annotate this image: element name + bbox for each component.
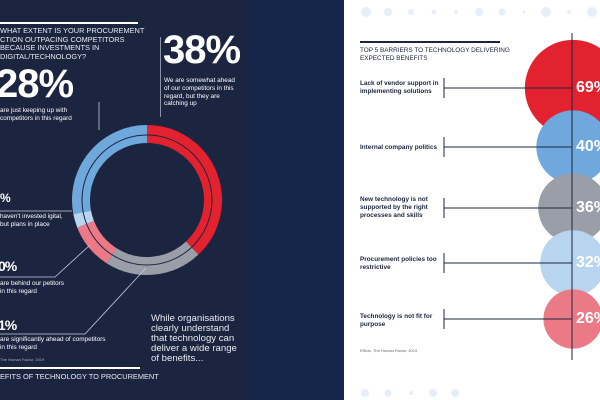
page-gutter — [250, 0, 344, 400]
barrier-value-0: 69% — [576, 79, 600, 96]
leader-line — [0, 267, 147, 335]
barrier-label-3: Procurement policies too restrictive — [360, 256, 437, 271]
title-rule — [0, 22, 138, 24]
donut-slice-1 — [106, 241, 199, 275]
stat-38-value: 38% — [163, 28, 241, 72]
barrier-value-1: 40% — [576, 138, 600, 155]
barrier-label-0: Lack of vendor support in implementing s… — [360, 80, 439, 95]
donut-chart — [72, 125, 222, 275]
barrier-label-4: Technology is not fit for purpose — [360, 313, 433, 328]
bubble-connector-4 — [443, 309, 572, 329]
right-title: TOP 5 BARRIERS TO TECHNOLOGY DELIVERING … — [360, 47, 510, 62]
donut-leaders — [0, 102, 147, 335]
donut-inner-ring — [81, 134, 213, 266]
right-title-rule — [360, 41, 500, 43]
question-text: WHAT EXTENT IS YOUR PROCUREMENT CTION OU… — [0, 26, 145, 61]
stat-28-value: 28% — [0, 62, 74, 106]
donut-slice-0 — [146, 125, 222, 255]
donut-slice-4 — [72, 125, 148, 215]
bubble-connector-3 — [443, 253, 572, 273]
left-source: The Human Factor, 2019 — [0, 357, 45, 362]
stat-c-value: 1% — [0, 317, 17, 333]
quote-text: While organisations clearly understand t… — [151, 313, 237, 364]
bubble-connector-1 — [443, 137, 572, 157]
barrier-label-1: Internal company politics — [360, 144, 438, 151]
stat-a-text: haven't invested igital, but plans in pl… — [0, 213, 63, 228]
stat-b-value: 0% — [0, 258, 17, 274]
stat-a-value: % — [0, 191, 11, 205]
donut-slice-3 — [73, 210, 95, 228]
stat-c-text: are significantly ahead of competitors i… — [0, 336, 106, 351]
stat-38-text: We are somewhat ahead of our competitors… — [164, 77, 235, 108]
right-source: Efficio, The Human Factor, 2019 — [360, 348, 418, 353]
bubble-connector-2 — [443, 198, 572, 218]
bubble-connector-0 — [443, 78, 572, 98]
leader-line — [0, 244, 91, 278]
stat-b-text: are behind our petitors in this regard — [0, 280, 64, 295]
leader-line — [160, 37, 161, 117]
barrier-label-2: New technology is not supported by the r… — [360, 196, 428, 219]
stat-28-text: are just keeping up with competitors in … — [0, 107, 72, 122]
barrier-value-4: 26% — [576, 310, 600, 327]
footer-text: EFITS OF TECHNOLOGY TO PROCUREMENT — [0, 372, 159, 381]
footer-rule — [0, 367, 140, 369]
dots-row — [361, 7, 597, 397]
barrier-value-3: 32% — [576, 254, 600, 271]
barrier-value-2: 36% — [576, 199, 600, 216]
donut-slice-2 — [77, 220, 117, 264]
